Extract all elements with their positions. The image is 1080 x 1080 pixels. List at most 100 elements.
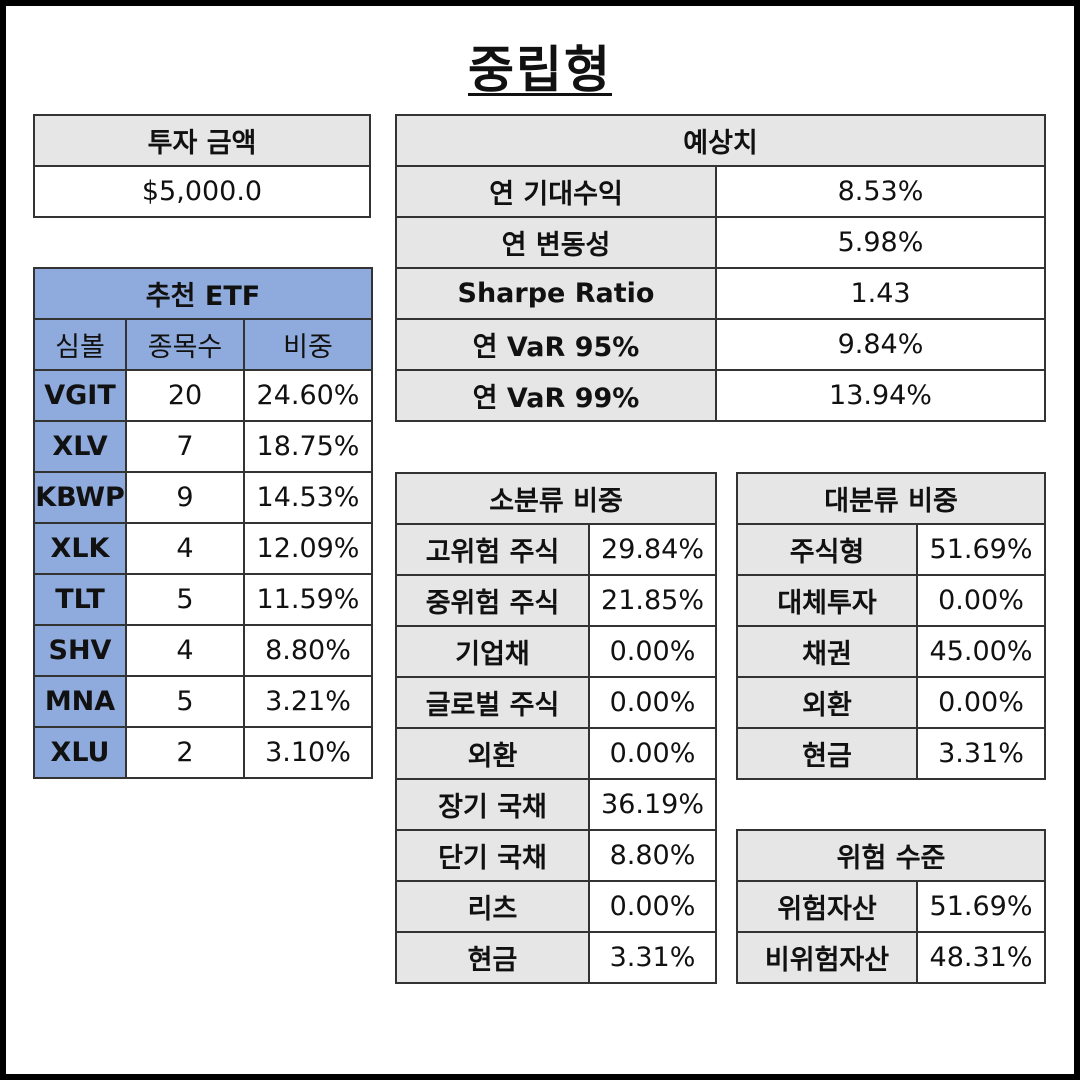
estimates-row: Sharpe Ratio 1.43	[395, 267, 1046, 320]
mainclass-label: 외환	[736, 676, 918, 729]
table-row: 외환 0.00%	[395, 727, 718, 780]
mainclass-label: 채권	[736, 625, 918, 678]
etf-weight: 11.59%	[243, 573, 373, 626]
estimate-label: 연 VaR 95%	[395, 318, 717, 371]
table-row: 글로벌 주식 0.00%	[395, 676, 718, 729]
page-title: 중립형	[0, 30, 1080, 102]
estimate-label: 연 기대수익	[395, 165, 717, 218]
subclass-label: 글로벌 주식	[395, 676, 590, 729]
estimates-row: 연 변동성 5.98%	[395, 216, 1046, 269]
table-row: 채권 45.00%	[736, 625, 1047, 678]
mainclass-value: 3.31%	[915, 727, 1047, 780]
estimate-value: 13.94%	[715, 369, 1046, 422]
table-row: 위험자산 51.69%	[736, 880, 1047, 933]
etf-count: 9	[125, 471, 245, 524]
subclass-label: 리츠	[395, 880, 590, 933]
table-row: XLV 7 18.75%	[33, 420, 373, 473]
etf-symbol: XLU	[33, 726, 127, 779]
etf-symbol: XLK	[33, 522, 127, 575]
subclass-label: 기업채	[395, 625, 590, 678]
subclass-value: 8.80%	[587, 829, 718, 882]
estimate-value: 9.84%	[715, 318, 1046, 371]
subclass-value: 21.85%	[587, 574, 718, 627]
table-row: 고위험 주식 29.84%	[395, 523, 718, 576]
subclass-value: 0.00%	[587, 625, 718, 678]
subclass-value: 36.19%	[587, 778, 718, 831]
table-row: 현금 3.31%	[736, 727, 1047, 780]
etf-col-count: 종목수	[125, 318, 245, 371]
subclass-value: 3.31%	[587, 931, 718, 984]
table-row: 장기 국채 36.19%	[395, 778, 718, 831]
etf-weight: 14.53%	[243, 471, 373, 524]
subclass-label: 고위험 주식	[395, 523, 590, 576]
subclass-value: 0.00%	[587, 880, 718, 933]
etf-weight: 3.10%	[243, 726, 373, 779]
etf-count: 7	[125, 420, 245, 473]
etf-count: 20	[125, 369, 245, 422]
subclass-weight-table: 소분류 비중 고위험 주식 29.84% 중위험 주식 21.85% 기업채 0.00…	[394, 472, 718, 984]
etf-weight: 12.09%	[243, 522, 373, 575]
table-row: 단기 국채 8.80%	[395, 829, 718, 882]
subclass-header: 소분류 비중	[394, 472, 718, 525]
estimates-row: 연 VaR 95% 9.84%	[395, 318, 1046, 371]
estimates-table: 예상치 연 기대수익 8.53% 연 변동성 5.98% Sharpe Ratio 1…	[395, 114, 1046, 422]
estimate-value: 5.98%	[715, 216, 1046, 269]
mainclass-label: 주식형	[736, 523, 918, 576]
table-row: MNA 5 3.21%	[33, 675, 373, 728]
etf-symbol: VGIT	[33, 369, 127, 422]
etf-weight: 24.60%	[243, 369, 373, 422]
estimates-row: 연 기대수익 8.53%	[395, 165, 1046, 218]
table-row: VGIT 20 24.60%	[33, 369, 373, 422]
table-row: 중위험 주식 21.85%	[395, 574, 718, 627]
table-row: KBWP 9 14.53%	[33, 471, 373, 524]
table-row: 외환 0.00%	[736, 676, 1047, 729]
mainclass-value: 0.00%	[915, 574, 1047, 627]
mainclass-value: 0.00%	[915, 676, 1047, 729]
table-row: XLU 2 3.10%	[33, 726, 373, 779]
subclass-label: 중위험 주식	[395, 574, 590, 627]
mainclass-weight-table: 대분류 비중 주식형 51.69% 대체투자 0.00% 채권 45.00% 외환 0.…	[735, 472, 1047, 780]
etf-symbol: KBWP	[33, 471, 127, 524]
subclass-value: 29.84%	[587, 523, 718, 576]
estimate-value: 8.53%	[715, 165, 1046, 218]
mainclass-header: 대분류 비중	[735, 472, 1047, 525]
subclass-label: 장기 국채	[395, 778, 590, 831]
etf-count: 2	[125, 726, 245, 779]
etf-symbol: SHV	[33, 624, 127, 677]
page-title-text: 중립형	[468, 41, 612, 99]
mainclass-value: 45.00%	[915, 625, 1047, 678]
risk-label: 위험자산	[736, 880, 918, 933]
subclass-value: 0.00%	[587, 727, 718, 780]
subclass-label: 현금	[395, 931, 590, 984]
etf-symbol: XLV	[33, 420, 127, 473]
subclass-label: 외환	[395, 727, 590, 780]
etf-symbol: MNA	[33, 675, 127, 728]
table-row: 비위험자산 48.31%	[736, 931, 1047, 984]
estimates-row: 연 VaR 99% 13.94%	[395, 369, 1046, 422]
investment-amount-header: 투자 금액	[33, 114, 371, 167]
risk-level-table: 위험 수준 위험자산 51.69% 비위험자산 48.31%	[735, 829, 1047, 984]
etf-count: 5	[125, 573, 245, 626]
etf-table: 추천 ETF 심볼 종목수 비중 VGIT 20 24.60% XLV 7 18.75%…	[33, 267, 373, 779]
risk-value: 51.69%	[915, 880, 1047, 933]
estimates-header: 예상치	[395, 114, 1046, 167]
etf-weight: 18.75%	[243, 420, 373, 473]
table-row: 대체투자 0.00%	[736, 574, 1047, 627]
table-row: 기업채 0.00%	[395, 625, 718, 678]
investment-amount-table: 투자 금액 $5,000.0	[33, 114, 371, 218]
estimate-label: 연 변동성	[395, 216, 717, 269]
table-row: 주식형 51.69%	[736, 523, 1047, 576]
mainclass-value: 51.69%	[915, 523, 1047, 576]
etf-count: 4	[125, 624, 245, 677]
mainclass-label: 현금	[736, 727, 918, 780]
table-row: SHV 4 8.80%	[33, 624, 373, 677]
table-row: XLK 4 12.09%	[33, 522, 373, 575]
etf-col-symbol: 심볼	[33, 318, 127, 371]
etf-count: 5	[125, 675, 245, 728]
risk-header: 위험 수준	[735, 829, 1047, 882]
mainclass-label: 대체투자	[736, 574, 918, 627]
etf-symbol: TLT	[33, 573, 127, 626]
etf-weight: 3.21%	[243, 675, 373, 728]
table-row: 현금 3.31%	[395, 931, 718, 984]
subclass-label: 단기 국채	[395, 829, 590, 882]
